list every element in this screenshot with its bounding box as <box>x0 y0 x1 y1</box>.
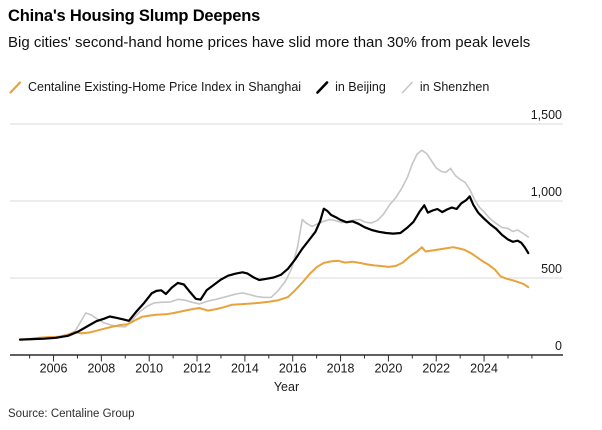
svg-text:2020: 2020 <box>374 362 402 376</box>
svg-text:2024: 2024 <box>470 362 498 376</box>
svg-text:2014: 2014 <box>231 362 259 376</box>
legend-item-shanghai: Centaline Existing-Home Price Index in S… <box>9 80 301 94</box>
legend-label: Centaline Existing-Home Price Index in S… <box>28 80 302 94</box>
source-note: Source: Centaline Group <box>8 408 135 420</box>
slash-icon <box>316 80 329 94</box>
legend-item-beijing: in Beijing <box>316 80 386 94</box>
svg-text:2018: 2018 <box>327 362 355 376</box>
legend-item-shenzhen: in Shenzhen <box>401 80 490 94</box>
svg-text:500: 500 <box>541 262 562 276</box>
chart-legend: Centaline Existing-Home Price Index in S… <box>9 80 489 94</box>
x-axis-label: Year <box>274 380 299 394</box>
svg-text:2008: 2008 <box>87 362 115 376</box>
slash-icon <box>9 80 22 94</box>
svg-text:2022: 2022 <box>422 362 450 376</box>
svg-text:1,500: 1,500 <box>531 108 562 122</box>
svg-text:0: 0 <box>555 339 562 353</box>
chart-title: China's Housing Slump Deepens <box>8 7 261 25</box>
svg-text:1,000: 1,000 <box>531 185 562 199</box>
legend-label: in Beijing <box>335 80 386 94</box>
slash-icon <box>401 81 413 93</box>
price-chart: 2006 2008 2010 2012 2014 2016 2018 2020 2022 2024… <box>10 108 563 394</box>
svg-text:2016: 2016 <box>279 362 307 376</box>
chart-subtitle: Big cities' second-hand home prices have… <box>8 34 531 51</box>
svg-text:2012: 2012 <box>183 362 211 376</box>
svg-text:2010: 2010 <box>135 362 163 376</box>
svg-text:2006: 2006 <box>40 362 68 376</box>
legend-label: in Shenzhen <box>419 80 490 94</box>
